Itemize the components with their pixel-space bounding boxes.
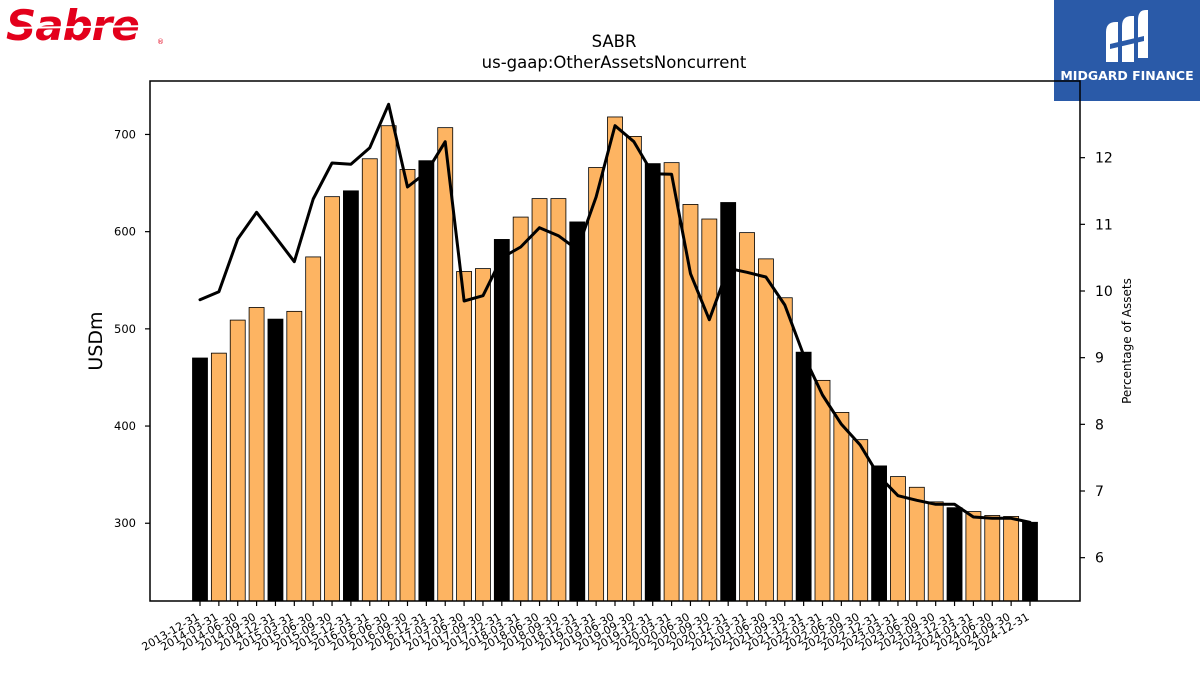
bar <box>814 379 831 602</box>
y2-tick-label: 10 <box>1095 284 1113 300</box>
partner-logo: MIDGARD FINANCE <box>1054 0 1200 101</box>
bar <box>229 319 246 602</box>
chart-subtitle: us-gaap:OtherAssetsNoncurrent <box>481 53 747 72</box>
y2-axis-label: Percentage of Assets <box>1120 278 1134 404</box>
bar <box>758 258 774 602</box>
bar <box>418 160 435 602</box>
bar <box>965 511 982 602</box>
y2-tick-label: 8 <box>1095 417 1104 433</box>
bar <box>380 125 397 602</box>
bar <box>456 271 472 602</box>
bar <box>286 310 303 602</box>
y-tick-label: 700 <box>114 127 136 141</box>
bar <box>475 268 491 602</box>
bar <box>927 501 944 602</box>
partner-logo-text: MIDGARD FINANCE <box>1060 68 1194 83</box>
y2-tick-label: 9 <box>1095 351 1104 367</box>
bar <box>1003 516 1020 602</box>
bar <box>267 318 284 602</box>
bar <box>607 116 623 602</box>
bar <box>192 357 208 602</box>
bar <box>833 412 850 602</box>
y-axis-left: 300 400 500 600 700 <box>114 127 150 530</box>
bar <box>550 198 567 602</box>
y2-tick-label: 7 <box>1095 484 1104 500</box>
bar <box>210 352 227 602</box>
bar <box>984 515 1001 602</box>
bar <box>324 196 340 602</box>
bar <box>399 169 416 602</box>
company-logo: Sabre ® <box>3 1 169 54</box>
y-tick-label: 500 <box>114 322 136 336</box>
y2-tick-label: 11 <box>1095 217 1113 233</box>
partner-logo-mark-icon <box>1106 10 1148 62</box>
bar <box>1022 521 1038 602</box>
bar <box>701 218 718 602</box>
y-tick-label: 400 <box>114 419 136 433</box>
bar <box>588 167 605 602</box>
bar <box>361 158 378 602</box>
bar <box>305 256 322 602</box>
bar <box>776 297 793 602</box>
bar <box>682 204 699 602</box>
bar-series <box>192 116 1038 602</box>
bar <box>720 202 737 602</box>
y2-tick-label: 12 <box>1095 151 1113 167</box>
bar <box>493 239 510 602</box>
bar <box>663 162 680 602</box>
y2-tick-label: 6 <box>1095 551 1104 567</box>
bar <box>531 198 548 602</box>
bar <box>946 507 963 602</box>
bar <box>644 163 661 602</box>
bar <box>248 307 265 602</box>
bar <box>625 136 642 602</box>
bar <box>795 351 812 602</box>
chart-title: SABR <box>591 32 637 51</box>
x-axis: 2013-12-312014-03-312014-06-302014-09-30… <box>140 601 1032 654</box>
y-tick-label: 300 <box>114 516 136 530</box>
bar <box>569 221 586 602</box>
y-axis-right: 6 7 8 9 10 11 12 <box>1080 151 1113 567</box>
y-tick-label: 600 <box>114 225 136 239</box>
ratio-line <box>198 102 1032 524</box>
bar <box>512 216 529 602</box>
bar <box>343 190 359 602</box>
svg-text:®: ® <box>157 38 164 46</box>
y-axis-label: USDm <box>85 311 107 370</box>
bar <box>852 439 869 602</box>
bar <box>908 486 925 602</box>
bar <box>739 232 755 602</box>
bar <box>871 465 887 602</box>
